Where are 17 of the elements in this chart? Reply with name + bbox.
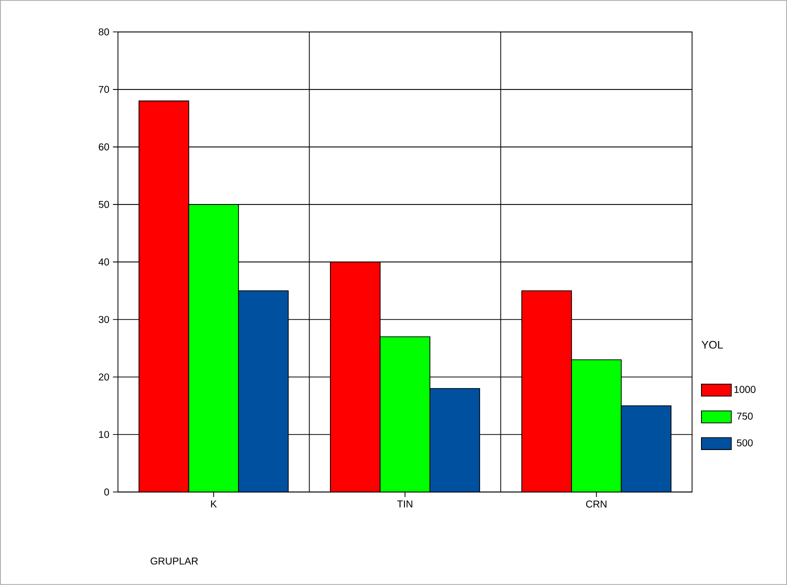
y-tick-label: 60 bbox=[98, 143, 110, 150]
legend-label: 500 bbox=[736, 439, 753, 446]
text: GRUPLAR bbox=[150, 558, 198, 565]
y-tick-label: 40 bbox=[98, 258, 110, 266]
y-tick-label: 70 bbox=[98, 86, 110, 93]
legend-label: 1000 bbox=[734, 386, 756, 394]
y-tick-label: 30 bbox=[98, 316, 110, 324]
legend-title: YOL bbox=[702, 340, 723, 349]
x-tick-label: TIN bbox=[397, 500, 412, 508]
y-tick-label: 50 bbox=[98, 200, 110, 208]
x-tick-label: CRN bbox=[586, 500, 606, 508]
legend-label: 750 bbox=[736, 412, 753, 420]
y-tick-label: 20 bbox=[98, 373, 110, 381]
x-tick-label: K bbox=[211, 500, 217, 508]
y-tick-label: 80 bbox=[98, 28, 110, 36]
y-tick-label: 0 bbox=[104, 488, 110, 496]
y-tick-label: 10 bbox=[99, 431, 110, 438]
